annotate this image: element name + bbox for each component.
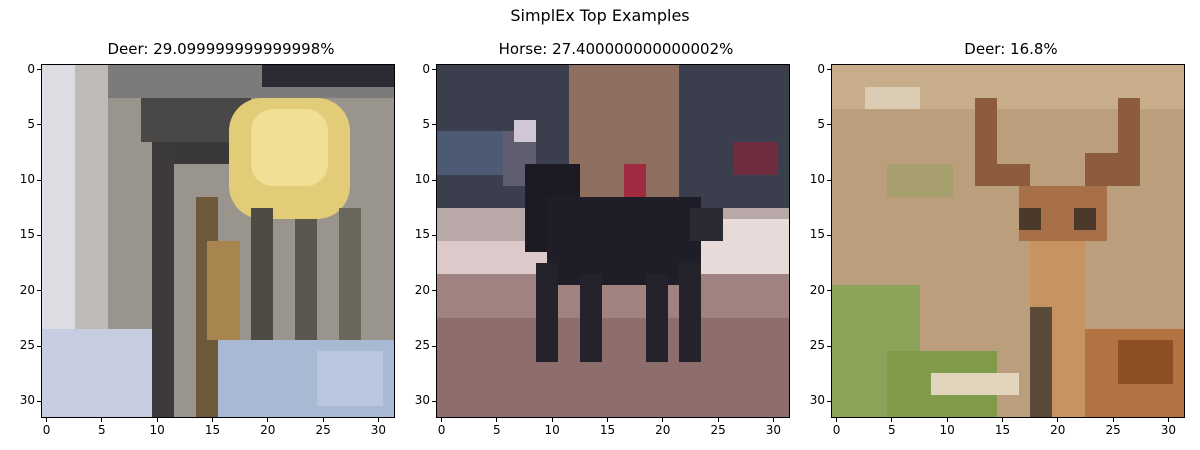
- y-tick-mark: [432, 179, 436, 181]
- x-tick-label: 0: [832, 423, 841, 437]
- x-tick-label: 0: [42, 423, 51, 437]
- x-tick-label: 30: [1160, 423, 1177, 437]
- x-tick-label: 25: [1105, 423, 1121, 437]
- x-tick-mark: [441, 418, 443, 422]
- x-tick-label: 20: [1050, 423, 1066, 437]
- y-tick-label: 20: [414, 282, 430, 297]
- x-tick-label: 5: [493, 423, 501, 437]
- x-tick-mark: [322, 418, 324, 422]
- y-tick-label: 10: [809, 172, 825, 187]
- y-tick-mark: [432, 400, 436, 402]
- x-tick-label: 25: [315, 423, 331, 437]
- y-tick-mark: [827, 179, 831, 181]
- x-tick-mark: [891, 418, 893, 422]
- panel-1: Deer: 29.099999999999998% 0 5 10 15 20 25 30 0 5…: [20, 0, 430, 450]
- x-tick-mark: [606, 418, 608, 422]
- y-tick-label: 15: [809, 227, 825, 242]
- y-tick-label: 10: [19, 172, 35, 187]
- y-tick-mark: [37, 124, 41, 126]
- panel-3-title: Deer: 16.8%: [964, 40, 1058, 58]
- y-tick-label: 0: [817, 61, 825, 76]
- x-tick-label: 20: [655, 423, 671, 437]
- y-tick-label: 0: [422, 61, 430, 76]
- y-tick-mark: [37, 345, 41, 347]
- x-tick-mark: [211, 418, 213, 422]
- x-tick-label: 5: [98, 423, 106, 437]
- y-tick-label: 25: [414, 338, 430, 353]
- y-tick-label: 25: [19, 338, 35, 353]
- y-tick-label: 25: [809, 338, 825, 353]
- x-tick-mark: [551, 418, 553, 422]
- panel-2-pixel-image: [437, 65, 789, 417]
- y-tick-label: 15: [414, 227, 430, 242]
- panel-3-pixel-image: [832, 65, 1184, 417]
- x-tick-mark: [772, 418, 774, 422]
- y-tick-mark: [827, 345, 831, 347]
- y-tick-label: 10: [414, 172, 430, 187]
- x-tick-label: 10: [939, 423, 955, 437]
- y-tick-label: 20: [19, 282, 35, 297]
- panel-1-image: [41, 64, 395, 418]
- y-tick-label: 30: [414, 393, 430, 408]
- y-tick-label: 5: [817, 116, 825, 131]
- y-tick-mark: [37, 179, 41, 181]
- x-tick-label: 0: [437, 423, 446, 437]
- y-tick-mark: [827, 124, 831, 126]
- y-tick-label: 0: [27, 61, 35, 76]
- x-tick-mark: [156, 418, 158, 422]
- panel-3: Deer: 16.8% 0 5 10 15 20 25 30 0 5 10 15 20 25 30: [810, 0, 1200, 450]
- y-tick-label: 15: [19, 227, 35, 242]
- x-tick-mark: [1001, 418, 1003, 422]
- x-tick-label: 15: [994, 423, 1011, 437]
- x-tick-mark: [717, 418, 719, 422]
- panel-1-title: Deer: 29.099999999999998%: [107, 40, 335, 58]
- x-tick-mark: [836, 418, 838, 422]
- y-tick-mark: [827, 400, 831, 402]
- x-tick-label: 5: [888, 423, 896, 437]
- panel-2-title: Horse: 27.400000000000002%: [498, 40, 734, 58]
- x-tick-mark: [1167, 418, 1169, 422]
- y-tick-mark: [827, 234, 831, 236]
- y-tick-mark: [432, 124, 436, 126]
- x-tick-label: 30: [370, 423, 387, 437]
- y-tick-mark: [432, 234, 436, 236]
- y-tick-label: 5: [422, 116, 430, 131]
- panel-3-image: [831, 64, 1185, 418]
- y-tick-label: 5: [27, 116, 35, 131]
- x-tick-label: 20: [260, 423, 276, 437]
- y-tick-mark: [432, 345, 436, 347]
- x-tick-mark: [267, 418, 269, 422]
- y-tick-mark: [37, 400, 41, 402]
- x-tick-label: 25: [710, 423, 726, 437]
- x-tick-mark: [662, 418, 664, 422]
- y-tick-mark: [432, 69, 436, 71]
- x-tick-mark: [1112, 418, 1114, 422]
- panel-1-pixel-image: [42, 65, 394, 417]
- y-tick-mark: [37, 69, 41, 71]
- figure-title: SimplEx Top Examples: [510, 6, 690, 25]
- x-tick-label: 15: [599, 423, 616, 437]
- x-tick-label: 15: [204, 423, 221, 437]
- x-tick-label: 10: [544, 423, 560, 437]
- y-tick-mark: [432, 290, 436, 292]
- panel-2: Horse: 27.400000000000002% 0 5 10 15 20 25 30 0…: [415, 0, 825, 450]
- panel-2-image: [436, 64, 790, 418]
- x-tick-label: 30: [765, 423, 782, 437]
- x-tick-mark: [377, 418, 379, 422]
- y-tick-mark: [827, 290, 831, 292]
- y-tick-label: 20: [809, 282, 825, 297]
- x-tick-mark: [46, 418, 48, 422]
- y-tick-label: 30: [19, 393, 35, 408]
- x-tick-label: 10: [149, 423, 165, 437]
- x-tick-mark: [1057, 418, 1059, 422]
- x-tick-mark: [101, 418, 103, 422]
- y-tick-mark: [827, 69, 831, 71]
- x-tick-mark: [946, 418, 948, 422]
- y-tick-mark: [37, 290, 41, 292]
- x-tick-mark: [496, 418, 498, 422]
- y-tick-label: 30: [809, 393, 825, 408]
- y-tick-mark: [37, 234, 41, 236]
